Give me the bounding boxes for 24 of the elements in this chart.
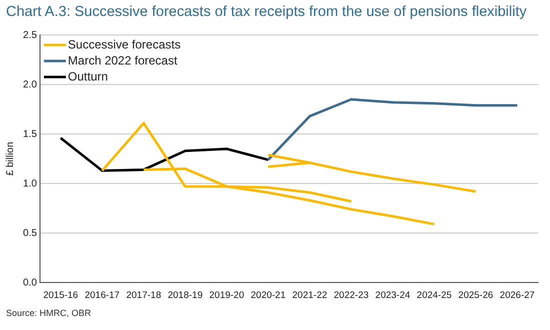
chart-title: Chart A.3: Successive forecasts of tax receipts from the use of pensions flexibility	[6, 4, 527, 20]
x-tick-label: 2016-17	[84, 290, 120, 301]
x-tick-label: 2020-21	[250, 290, 286, 301]
y-tick-label: 1.0	[22, 178, 38, 190]
x-tick-label: 2018-19	[168, 290, 203, 301]
x-tick-label: 2025-26	[458, 290, 494, 301]
legend-label: Outturn	[68, 69, 108, 84]
x-tick-label: 2021-22	[292, 290, 328, 301]
x-tick-label: 2015-16	[43, 290, 78, 301]
source-note: Source: HMRC, OBR	[6, 308, 92, 318]
y-tick-label: 0.0	[22, 277, 38, 288]
x-tick-label: 2023-24	[375, 290, 410, 301]
y-tick-label: 2.0	[22, 79, 38, 90]
x-tick-label: 2022-23	[334, 290, 369, 301]
x-tick-label: 2019-20	[209, 290, 244, 301]
legend-label: Successive forecasts	[68, 37, 181, 52]
y-axis-title: £ billion	[4, 142, 16, 176]
x-tick-label: 2024-25	[416, 290, 452, 301]
x-tick-label: 2017-18	[126, 290, 162, 301]
y-tick-label: 0.5	[22, 228, 38, 239]
y-tick-label: 1.5	[22, 128, 38, 140]
legend-label: March 2022 forecast	[68, 53, 178, 68]
x-tick-label: 2026-27	[500, 290, 535, 301]
y-tick-label: 2.5	[22, 30, 38, 41]
